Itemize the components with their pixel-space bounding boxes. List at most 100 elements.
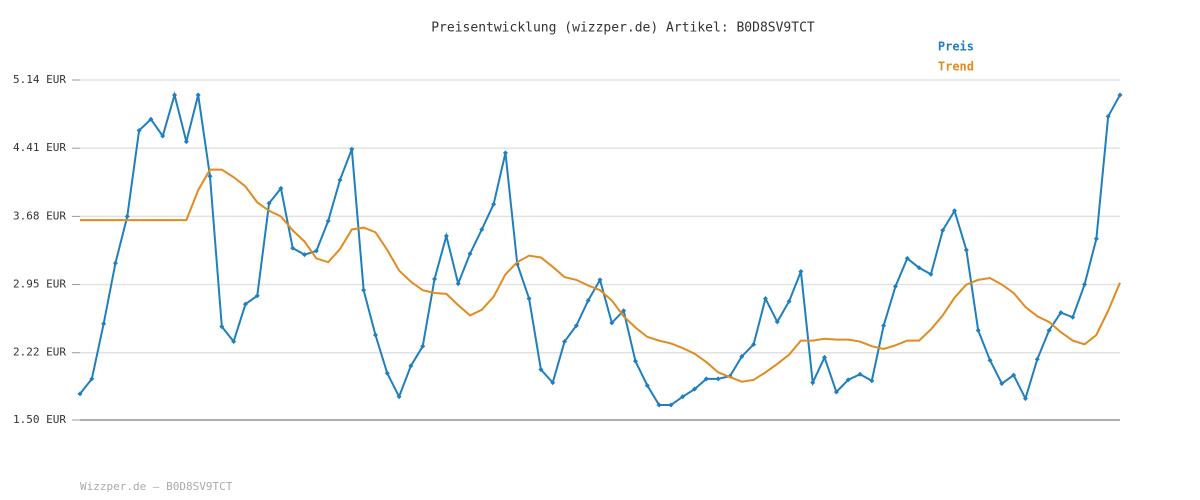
point-marker [112, 260, 118, 266]
point-marker [254, 293, 260, 299]
point-marker [266, 200, 272, 206]
point-marker [337, 177, 343, 183]
point-marker [278, 185, 284, 191]
point-marker [396, 394, 402, 400]
point-marker [597, 277, 603, 283]
y-tick-label: 1.50 EUR [13, 413, 66, 426]
point-marker [703, 376, 709, 382]
point-marker [573, 323, 579, 329]
point-marker [798, 268, 804, 274]
point-marker [1011, 372, 1017, 378]
point-marker [242, 301, 248, 307]
point-marker [916, 265, 922, 271]
point-marker [963, 247, 969, 253]
point-marker [715, 376, 721, 382]
series-line [80, 168, 1121, 383]
point-marker [219, 324, 225, 330]
point-marker [845, 377, 851, 383]
point-marker [668, 402, 674, 408]
point-marker [621, 308, 627, 314]
point-marker [881, 323, 887, 329]
point-marker [455, 281, 461, 287]
legend-label: Preis [938, 40, 974, 54]
point-marker [148, 116, 154, 122]
point-marker [585, 297, 591, 303]
point-marker [302, 252, 308, 258]
y-tick-label: 3.68 EUR [13, 209, 66, 222]
point-marker [892, 283, 898, 289]
point-marker [1046, 327, 1052, 333]
point-marker [1070, 314, 1076, 320]
point-marker [751, 341, 757, 347]
point-marker [550, 380, 556, 386]
point-marker [526, 296, 532, 302]
y-tick-label: 4.41 EUR [13, 141, 66, 154]
point-marker [77, 391, 83, 397]
chart-title: Preisentwicklung (wizzper.de) Artikel: B… [431, 21, 815, 36]
point-marker [656, 402, 662, 408]
point-marker [420, 343, 426, 349]
point-marker [562, 339, 568, 345]
footer: Wizzper.de – B0D8SV9TCT [80, 480, 233, 493]
point-marker [786, 298, 792, 304]
point-marker [680, 394, 686, 400]
point-marker [987, 357, 993, 363]
point-marker [692, 386, 698, 392]
point-marker [313, 248, 319, 254]
point-marker [538, 367, 544, 373]
point-marker [361, 287, 367, 293]
point-marker [1117, 92, 1123, 98]
point-marker [609, 320, 615, 326]
point-marker [231, 339, 237, 345]
point-marker [502, 150, 508, 156]
y-tick-label: 5.14 EUR [13, 73, 66, 86]
point-marker [384, 370, 390, 376]
point-marker [1082, 282, 1088, 288]
point-marker [443, 233, 449, 239]
point-marker [810, 380, 816, 386]
point-marker [172, 92, 178, 98]
legend-label: Trend [938, 60, 974, 74]
point-marker [491, 201, 497, 207]
y-tick-label: 2.22 EUR [13, 346, 66, 359]
point-marker [432, 276, 438, 282]
point-marker [833, 389, 839, 395]
point-marker [1093, 236, 1099, 242]
point-marker [952, 208, 958, 214]
point-marker [928, 271, 934, 277]
point-marker [349, 146, 355, 152]
point-marker [1058, 310, 1064, 316]
point-marker [1105, 113, 1111, 119]
point-marker [1034, 356, 1040, 362]
point-marker [940, 227, 946, 233]
point-marker [739, 353, 745, 359]
point-marker [999, 381, 1005, 387]
point-marker [89, 376, 95, 382]
point-marker [762, 296, 768, 302]
point-marker [372, 332, 378, 338]
point-marker [467, 251, 473, 257]
y-tick-label: 2.95 EUR [13, 278, 66, 291]
point-marker [124, 213, 130, 219]
point-marker [479, 226, 485, 232]
point-marker [644, 382, 650, 388]
point-marker [857, 371, 863, 377]
point-marker [101, 321, 107, 327]
point-marker [160, 133, 166, 139]
point-marker [408, 363, 414, 369]
point-marker [183, 139, 189, 145]
point-marker [975, 327, 981, 333]
point-marker [632, 358, 638, 364]
point-marker [290, 245, 296, 251]
point-marker [822, 354, 828, 360]
point-marker [325, 218, 331, 224]
point-marker [904, 255, 910, 261]
point-marker [869, 378, 875, 384]
point-marker [774, 319, 780, 325]
point-marker [1022, 396, 1028, 402]
point-marker [136, 127, 142, 133]
point-marker [195, 92, 201, 98]
